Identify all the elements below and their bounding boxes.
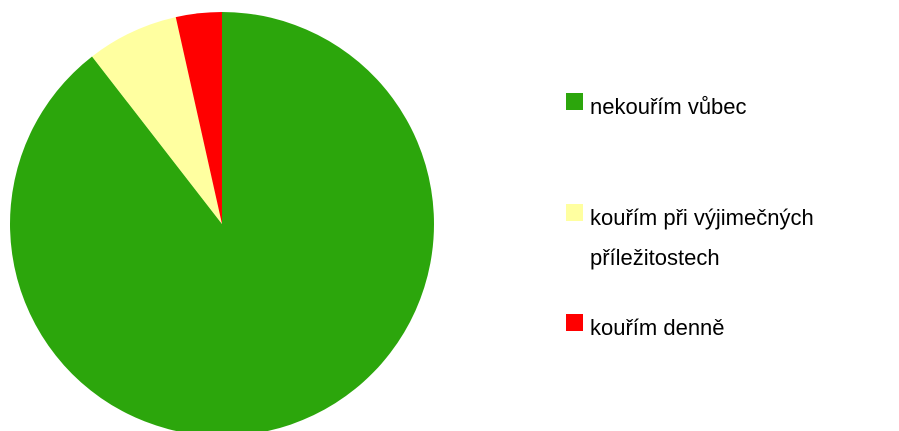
legend-label: kouřím denně: [590, 315, 725, 340]
legend-label: kouřím při výjimečných příležitostech: [590, 205, 814, 270]
pie-slice: [92, 17, 222, 224]
legend-item: nekouřím vůbec: [566, 87, 896, 127]
legend-item: kouřím při výjimečných příležitostech: [566, 198, 896, 278]
pie-slice: [10, 12, 434, 431]
pie-slice: [175, 12, 222, 224]
legend-swatch: [566, 314, 583, 331]
legend-label: nekouřím vůbec: [590, 94, 747, 119]
legend-item: kouřím denně: [566, 308, 896, 348]
legend-swatch: [566, 204, 583, 221]
legend-swatch: [566, 93, 583, 110]
